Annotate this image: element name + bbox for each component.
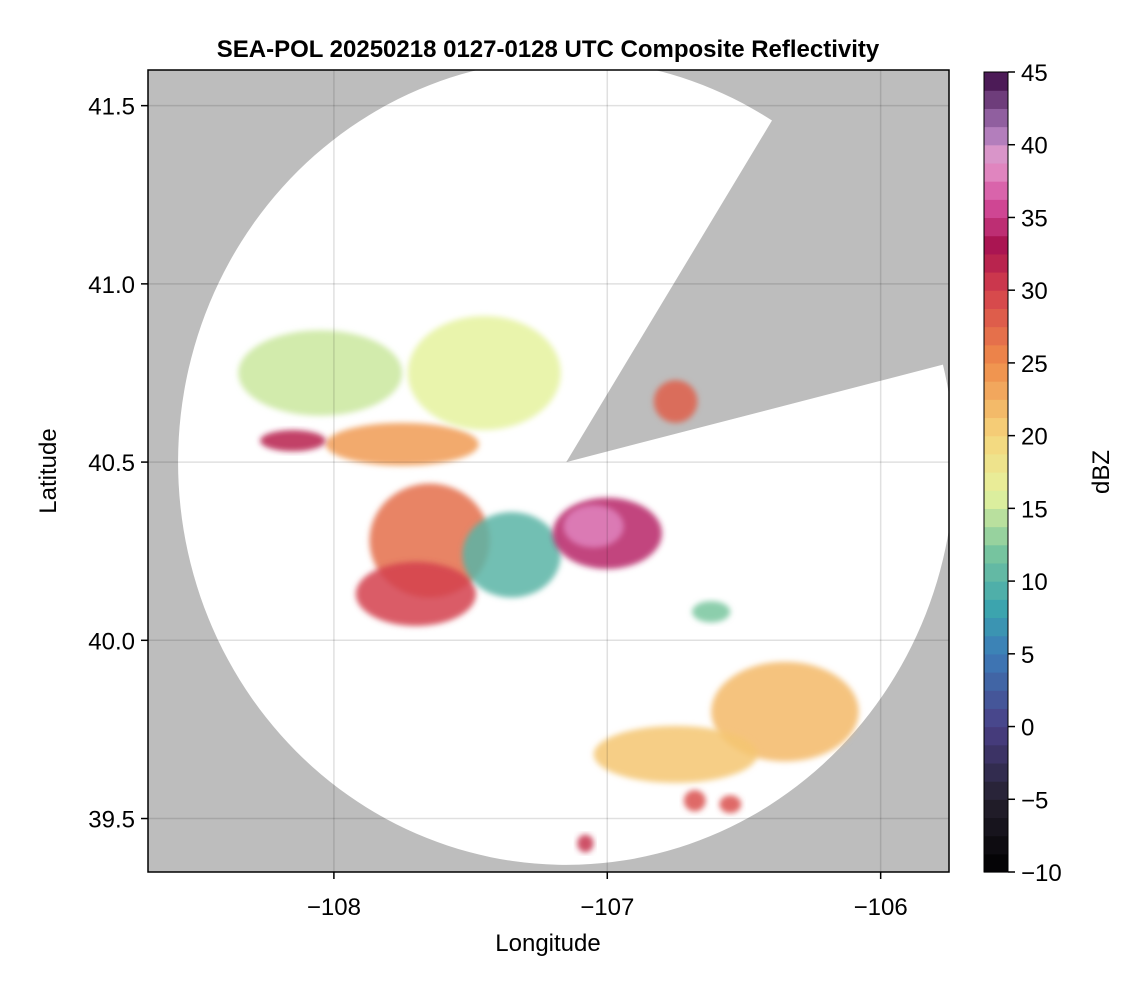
colorbar-segment (984, 90, 1008, 109)
colorbar-segment (984, 817, 1008, 837)
colorbar: −10 −5 0 5 10 15 20 25 30 35 40 45 dBZ (983, 60, 1115, 887)
colorbar-segment (984, 835, 1008, 855)
colorbar-segment (984, 581, 1008, 600)
x-axis-label: Longitude (495, 930, 600, 957)
colorbar-segment (984, 526, 1008, 546)
y-axis-ticks: 39.5 40.0 40.5 41.0 41.5 (88, 94, 148, 834)
colorbar-segment (984, 235, 1008, 255)
y-tick-label: 41.0 (88, 272, 135, 299)
colorbar-segment (984, 126, 1008, 146)
colorbar-segment (984, 199, 1008, 219)
colorbar-segment (984, 762, 1008, 782)
echo-south-cell-2 (719, 795, 742, 814)
colorbar-tick-label: 40 (1021, 133, 1048, 160)
y-tick-label: 41.5 (88, 94, 135, 121)
colorbar-tick-label: 0 (1021, 715, 1034, 742)
x-tick-label: −107 (580, 894, 634, 921)
colorbar-tick-label: 5 (1021, 642, 1034, 669)
colorbar-segment (984, 635, 1008, 655)
x-axis-ticks: −108 −107 −106 (307, 872, 908, 921)
colorbar-segment (984, 799, 1008, 819)
echo-south-cell-1 (683, 790, 706, 812)
x-tick-label: −108 (307, 894, 361, 921)
grid-lines (148, 70, 949, 872)
colorbar-segment (984, 144, 1008, 164)
colorbar-segment (984, 490, 1008, 509)
colorbar-segment (984, 381, 1008, 400)
colorbar-tick-label: 35 (1021, 205, 1048, 232)
echo-northwest-stratiform (238, 330, 403, 416)
colorbar-segment (984, 362, 1008, 382)
colorbar-segments (984, 72, 1008, 873)
colorbar-tick-label: −10 (1021, 860, 1062, 887)
y-axis-label: Latitude (35, 428, 62, 513)
echo-northwest-band (325, 422, 479, 466)
colorbar-segment (984, 653, 1008, 673)
colorbar-segment (984, 690, 1008, 709)
colorbar-segment (984, 853, 1008, 873)
colorbar-segment (984, 599, 1008, 619)
echo-southeast-stratiform (711, 661, 859, 762)
y-tick-label: 40.0 (88, 628, 135, 655)
echo-east-core-intense (563, 504, 624, 548)
colorbar-label: dBZ (1088, 450, 1115, 494)
colorbar-segment (984, 417, 1008, 437)
colorbar-segment (984, 162, 1008, 182)
echo-north-central (407, 315, 561, 431)
colorbar-tick-label: 20 (1021, 424, 1048, 451)
colorbar-segment (984, 472, 1008, 491)
colorbar-tick-label: 45 (1021, 60, 1048, 87)
colorbar-tick-label: −5 (1021, 787, 1048, 814)
colorbar-segment (984, 290, 1008, 309)
echo-northeast-cell (653, 380, 698, 423)
echo-far-south-cell (577, 834, 594, 853)
colorbar-segment (984, 708, 1008, 728)
echo-south-band (593, 725, 758, 783)
colorbar-segment (984, 253, 1008, 273)
y-tick-label: 40.5 (88, 450, 135, 477)
colorbar-segment (984, 726, 1008, 746)
colorbar-ticks: −10 −5 0 5 10 15 20 25 30 35 40 45 (1008, 60, 1062, 887)
plot-area (147, 69, 950, 873)
x-tick-label: −106 (854, 894, 908, 921)
colorbar-tick-label: 30 (1021, 278, 1048, 305)
colorbar-tick-label: 15 (1021, 496, 1048, 523)
colorbar-segment (984, 435, 1008, 455)
colorbar-segment (984, 672, 1008, 691)
echo-layer (238, 315, 859, 853)
colorbar-frame (983, 71, 1009, 873)
colorbar-segment (984, 399, 1008, 419)
echo-southwest-core (355, 561, 477, 627)
chart-title: SEA-POL 20250218 0127-0128 UTC Composite… (217, 36, 880, 63)
colorbar-segment (984, 508, 1008, 528)
colorbar-segment (984, 344, 1008, 364)
colorbar-tick-label: 25 (1021, 351, 1048, 378)
colorbar-segment (984, 217, 1008, 237)
colorbar-segment (984, 744, 1008, 764)
colorbar-segment (984, 272, 1008, 291)
colorbar-tick-label: 10 (1021, 569, 1048, 596)
colorbar-segment (984, 108, 1008, 128)
echo-central-weak (462, 511, 561, 598)
echo-northwest-band-west (260, 430, 326, 452)
colorbar-segment (984, 308, 1008, 328)
colorbar-segment (984, 781, 1008, 800)
colorbar-segment (984, 453, 1008, 473)
colorbar-segment (984, 617, 1008, 637)
plot-frame (147, 69, 950, 873)
y-tick-label: 39.5 (88, 807, 135, 834)
colorbar-segment (984, 544, 1008, 564)
colorbar-segment (984, 181, 1008, 200)
colorbar-segment (984, 326, 1008, 346)
echo-east-small (692, 601, 731, 623)
colorbar-segment (984, 72, 1008, 91)
colorbar-segment (984, 562, 1008, 582)
